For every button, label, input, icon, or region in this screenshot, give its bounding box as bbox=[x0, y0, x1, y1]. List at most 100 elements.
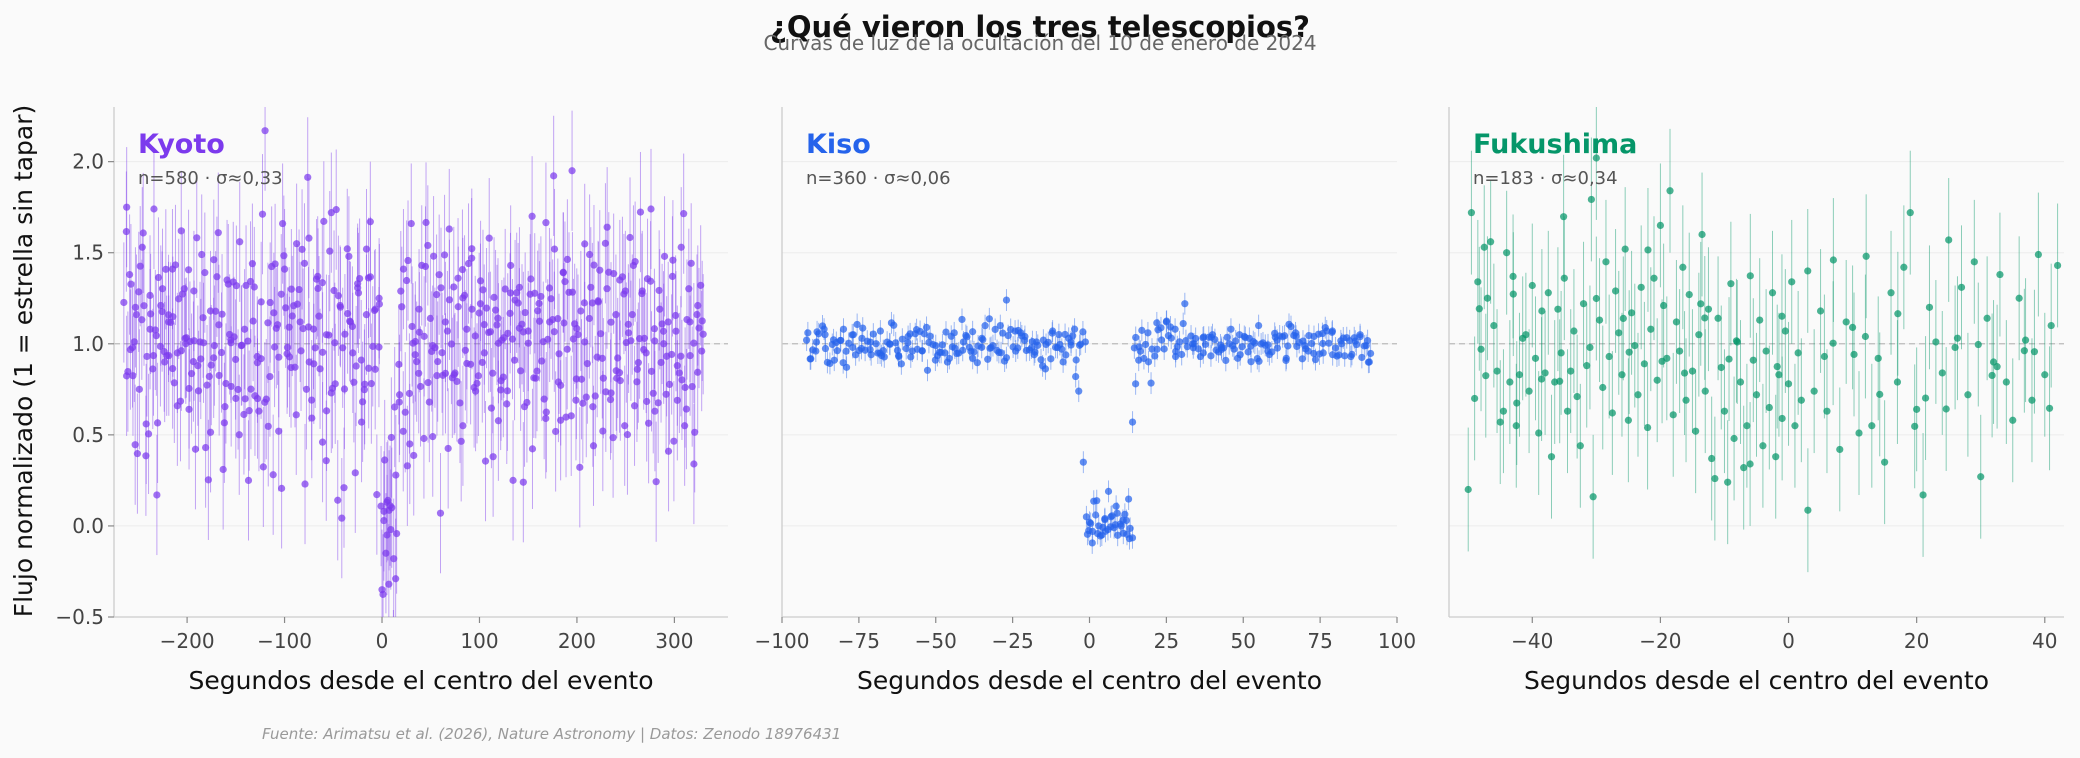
data-point bbox=[2002, 378, 2010, 386]
data-point bbox=[360, 386, 368, 394]
data-point bbox=[1938, 369, 1946, 377]
data-point bbox=[410, 451, 418, 460]
data-point bbox=[1560, 213, 1568, 221]
data-point bbox=[1464, 485, 1472, 494]
data-point bbox=[189, 358, 198, 366]
data-point bbox=[1592, 154, 1600, 162]
data-point bbox=[199, 339, 208, 347]
data-point bbox=[210, 354, 218, 362]
data-point bbox=[420, 332, 428, 340]
data-point bbox=[634, 359, 642, 367]
data-point bbox=[270, 309, 278, 317]
data-point bbox=[401, 408, 409, 416]
data-point bbox=[271, 260, 279, 268]
data-point bbox=[398, 303, 406, 311]
data-point bbox=[395, 391, 404, 399]
data-point bbox=[970, 348, 978, 356]
data-point bbox=[1647, 325, 1655, 333]
data-point bbox=[206, 428, 215, 436]
data-point bbox=[991, 325, 999, 334]
x-tick-label: 200 bbox=[558, 629, 596, 653]
panel-title: Kyoto bbox=[138, 129, 225, 160]
data-point bbox=[459, 422, 467, 430]
data-point bbox=[1538, 307, 1546, 315]
data-point bbox=[375, 294, 383, 302]
data-point bbox=[858, 334, 866, 342]
data-point bbox=[1280, 332, 1289, 340]
data-point bbox=[138, 316, 146, 324]
data-point bbox=[586, 250, 594, 259]
data-point bbox=[1223, 333, 1231, 341]
data-point bbox=[651, 407, 659, 415]
data-point bbox=[213, 273, 221, 281]
data-point bbox=[515, 283, 524, 291]
data-point bbox=[1072, 356, 1080, 364]
data-point bbox=[959, 346, 967, 354]
data-point bbox=[509, 476, 517, 484]
data-point bbox=[1108, 512, 1116, 520]
data-point bbox=[1268, 348, 1276, 356]
data-point bbox=[947, 332, 955, 340]
data-point bbox=[1537, 375, 1546, 383]
data-point bbox=[1714, 314, 1722, 322]
data-point bbox=[415, 369, 423, 377]
x-axis-label: Segundos desde el centro del evento bbox=[188, 666, 653, 695]
data-point bbox=[853, 320, 861, 329]
data-point bbox=[681, 383, 689, 392]
data-point bbox=[528, 445, 537, 453]
data-point bbox=[996, 321, 1004, 330]
data-point bbox=[304, 173, 312, 181]
panel-title: Kiso bbox=[806, 129, 871, 160]
data-point bbox=[190, 337, 198, 345]
data-point bbox=[1101, 516, 1109, 524]
data-point bbox=[1573, 393, 1581, 401]
data-point bbox=[132, 310, 141, 319]
data-point bbox=[336, 303, 345, 311]
y-tick-label: 0.5 bbox=[72, 423, 104, 447]
panel-fukushima: −40 −20 0 20 40 Segundos desde el centro del … bbox=[1448, 107, 2064, 695]
data-point bbox=[275, 353, 283, 361]
data-point bbox=[1666, 187, 1674, 195]
data-point bbox=[907, 353, 915, 361]
data-point bbox=[685, 285, 693, 293]
data-point bbox=[547, 295, 555, 303]
data-point bbox=[143, 352, 151, 361]
data-point bbox=[405, 389, 414, 398]
data-point bbox=[1069, 332, 1077, 340]
panel-stats: n=580 · σ≈0,33 bbox=[138, 168, 283, 189]
x-tick-label: 0 bbox=[1782, 629, 1795, 653]
data-point bbox=[1932, 338, 1940, 346]
data-point bbox=[538, 357, 546, 365]
data-point bbox=[1996, 270, 2004, 279]
data-point bbox=[697, 281, 705, 289]
data-point bbox=[631, 258, 639, 266]
data-point bbox=[269, 471, 277, 479]
data-point bbox=[1708, 454, 1716, 463]
data-point bbox=[1366, 349, 1375, 358]
data-point bbox=[963, 333, 971, 341]
data-point bbox=[210, 342, 218, 350]
data-point bbox=[1862, 252, 1870, 260]
data-point bbox=[1088, 539, 1096, 547]
data-point bbox=[544, 335, 552, 343]
data-point bbox=[165, 352, 173, 360]
data-point bbox=[1589, 493, 1597, 501]
panel-kiso: −100 −75 −50 −25 0 25 50 75 100 Segundos desde el… bbox=[755, 107, 1416, 695]
data-point bbox=[1153, 345, 1161, 353]
data-point bbox=[542, 414, 550, 423]
data-point bbox=[1308, 339, 1316, 348]
data-point bbox=[1784, 380, 1793, 388]
data-point bbox=[1567, 367, 1575, 375]
data-point bbox=[1842, 318, 1850, 326]
data-point bbox=[1624, 416, 1632, 424]
data-point bbox=[1988, 371, 1996, 380]
data-point bbox=[643, 397, 651, 406]
data-point bbox=[969, 328, 977, 336]
data-point bbox=[150, 205, 158, 213]
data-point bbox=[408, 322, 416, 331]
data-point bbox=[1522, 331, 1530, 339]
data-point bbox=[1506, 378, 1514, 386]
data-point bbox=[270, 343, 279, 351]
data-point bbox=[1056, 340, 1064, 349]
data-point bbox=[513, 289, 521, 297]
